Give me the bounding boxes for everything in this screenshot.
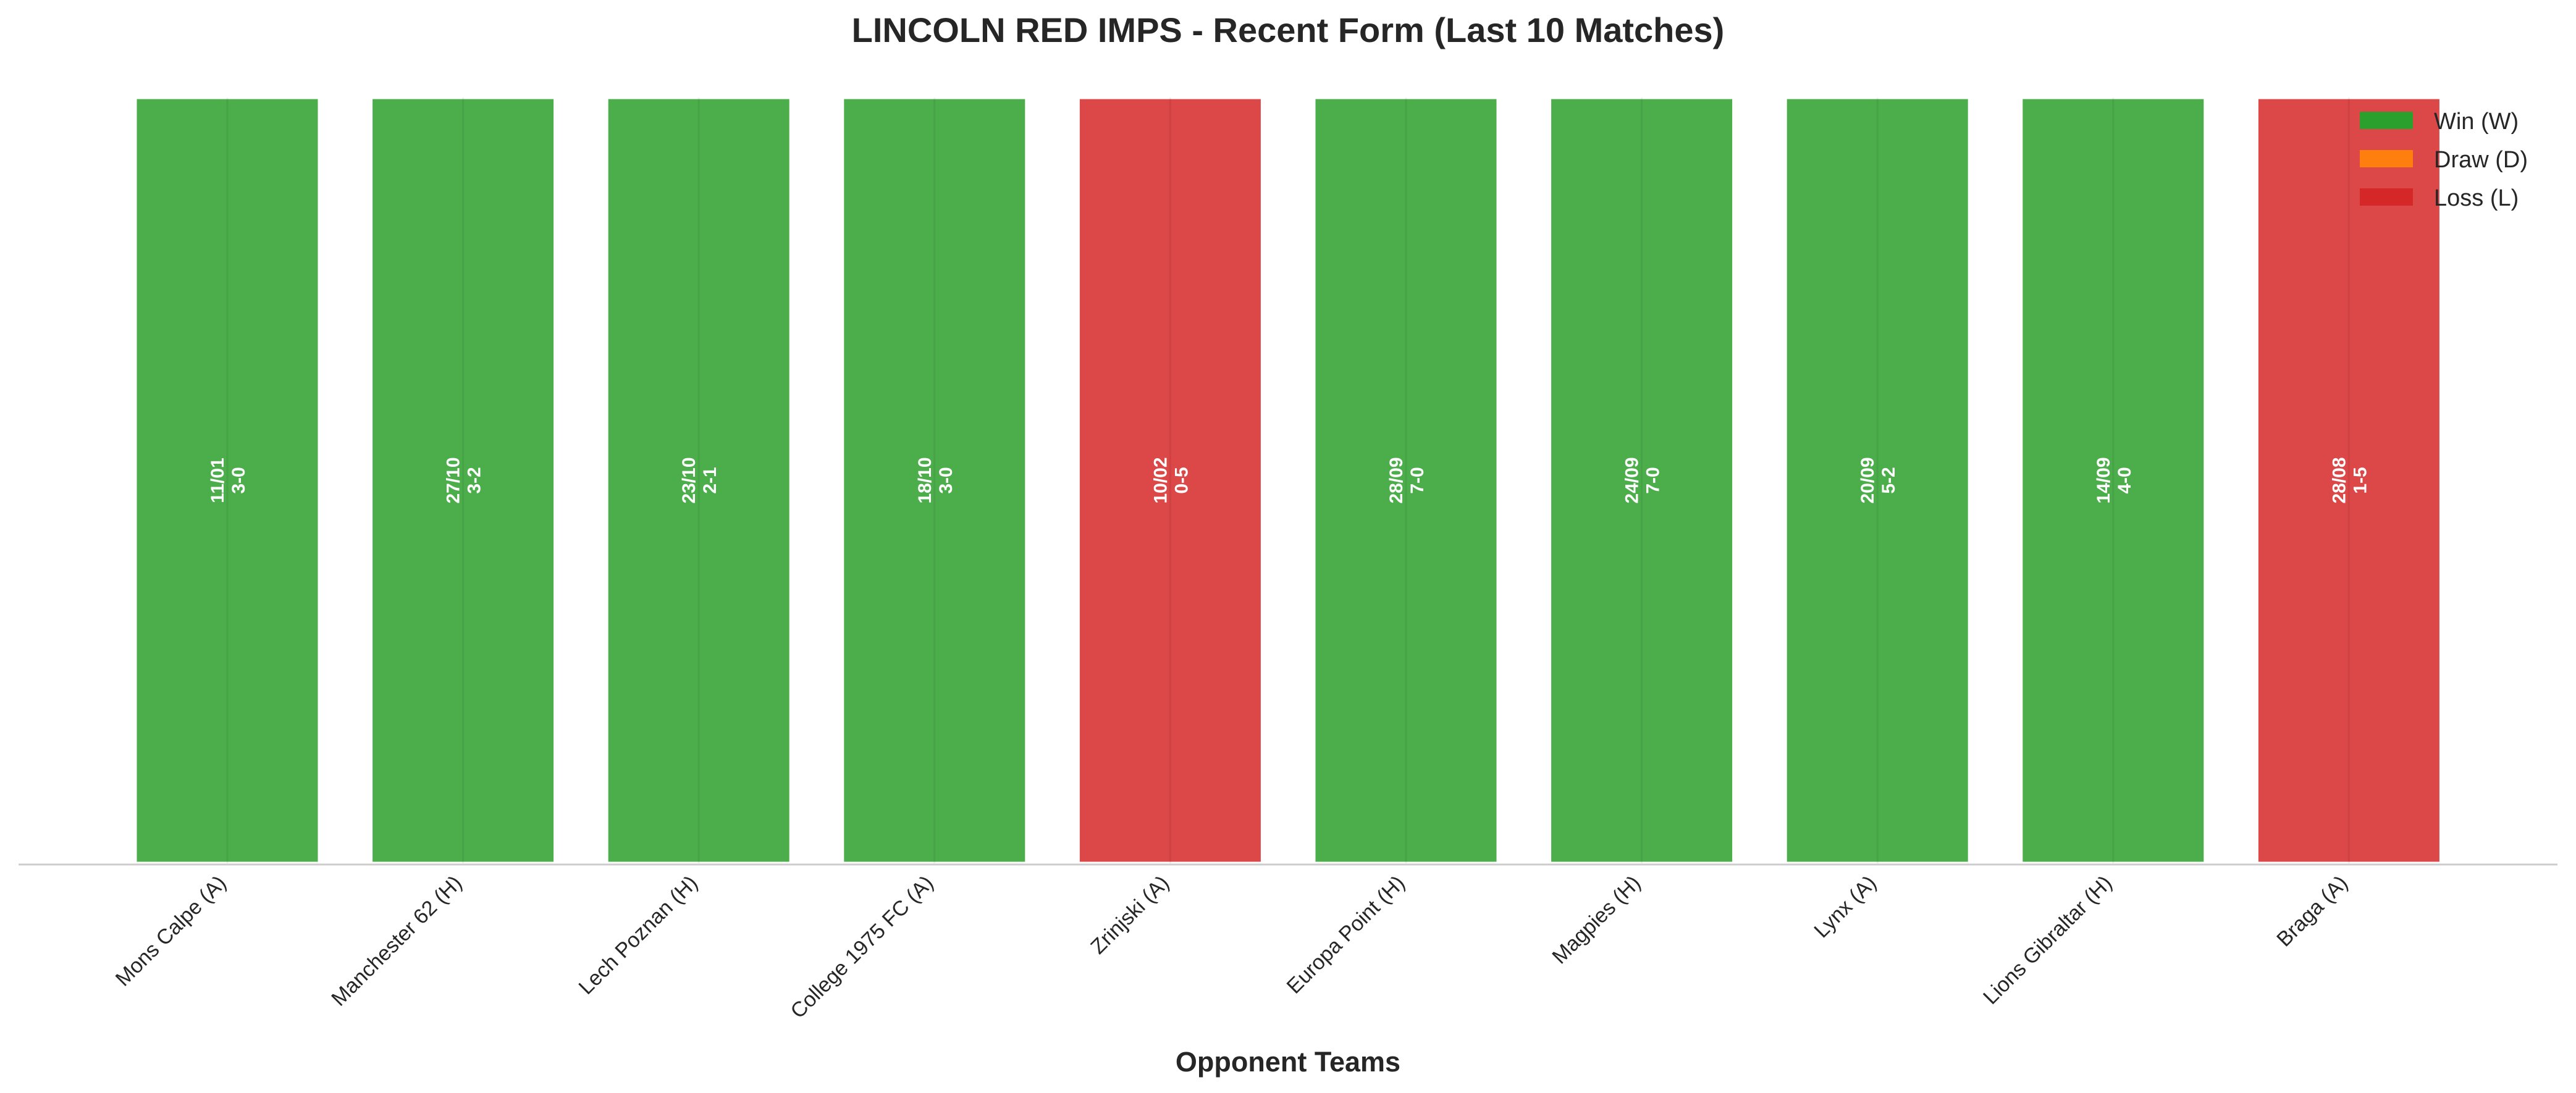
bar-9 <box>2019 96 2207 865</box>
x-tick-label-1: Mons Calpe (A) <box>111 871 231 991</box>
bar-7 <box>1548 96 1736 865</box>
x-tick-label-4: College 1975 FC (A) <box>786 871 938 1023</box>
x-tick-label-6: Europa Point (H) <box>1282 871 1410 999</box>
bar-labels-group: 11/013-0 27/103-2 23/102-1 18/103-0 10/020-5… <box>208 457 2370 503</box>
x-tick-label-10: Braga (A) <box>2272 871 2352 952</box>
bar-score: 0-5 <box>1171 467 1192 493</box>
bar-8 <box>1783 96 1971 865</box>
x-tick-labels-group: Mons Calpe (A) Manchester 62 (H) Lech Pozn… <box>111 871 2352 1023</box>
bar-date: 24/09 <box>1622 457 1643 503</box>
bar-label-10: 28/081-5 <box>2329 457 2370 503</box>
legend-label-w: Win (W) <box>2434 109 2519 135</box>
bar-date: 27/10 <box>444 457 464 503</box>
bar-date: 28/08 <box>2329 457 2349 503</box>
bar-date: 20/09 <box>1858 457 1878 503</box>
bar-label-7: 24/097-0 <box>1622 457 1664 503</box>
x-tick-label-5: Zrinjski (A) <box>1086 871 1174 959</box>
legend-label-l: Loss (L) <box>2434 185 2519 211</box>
legend-swatch-w <box>2360 112 2413 129</box>
bar-3 <box>605 96 793 865</box>
x-tick-label-9: Lions Gibraltar (H) <box>1979 871 2116 1009</box>
bar-score: 4-0 <box>2115 467 2135 493</box>
bar-score: 3-0 <box>936 467 956 493</box>
bar-score: 5-2 <box>1879 467 1899 493</box>
bar-date: 10/02 <box>1150 457 1171 503</box>
bar-score: 1-5 <box>2350 467 2370 493</box>
x-axis-label: Opponent Teams <box>1176 1046 1400 1078</box>
bar-score: 3-0 <box>229 467 249 493</box>
x-tick-label-3: Lech Poznan (H) <box>575 871 702 999</box>
legend-label-d: Draw (D) <box>2434 147 2528 173</box>
x-tick-label-8: Lynx (A) <box>1809 871 1880 942</box>
bar-6 <box>1312 96 1500 865</box>
bar-score: 7-0 <box>1407 467 1428 493</box>
bar-date: 28/09 <box>1386 457 1407 503</box>
bar-score: 3-2 <box>465 467 485 493</box>
bar-label-1: 11/013-0 <box>208 458 249 503</box>
bar-score: 7-0 <box>1643 467 1664 493</box>
bar-label-2: 27/103-2 <box>444 457 485 503</box>
bar-date: 23/10 <box>679 457 699 503</box>
bar-label-3: 23/102-1 <box>679 457 720 503</box>
bar-score: 2-1 <box>700 467 720 493</box>
bar-label-5: 10/020-5 <box>1150 457 1192 503</box>
bar-date: 18/10 <box>915 457 935 503</box>
x-tick-label-7: Magpies (H) <box>1547 871 1645 969</box>
bar-label-6: 28/097-0 <box>1386 457 1428 503</box>
bar-label-4: 18/103-0 <box>915 457 956 503</box>
bar-date: 11/01 <box>208 458 228 503</box>
bar-label-9: 14/094-0 <box>2094 457 2135 503</box>
bar-4 <box>841 96 1029 865</box>
legend-swatch-d <box>2360 150 2413 167</box>
bars-group <box>133 96 2443 865</box>
bar-1 <box>133 96 321 865</box>
bar-10 <box>2255 96 2443 865</box>
chart-title: LINCOLN RED IMPS - Recent Form (Last 10 … <box>852 10 1725 49</box>
bar-5 <box>1076 96 1264 865</box>
bar-label-8: 20/095-2 <box>1858 457 1899 503</box>
bar-date: 14/09 <box>2094 457 2114 503</box>
legend-swatch-l <box>2360 188 2413 206</box>
x-tick-label-2: Manchester 62 (H) <box>327 871 466 1011</box>
bar-2 <box>369 96 557 865</box>
legend: Win (W) Draw (D) Loss (L) <box>2360 109 2528 211</box>
